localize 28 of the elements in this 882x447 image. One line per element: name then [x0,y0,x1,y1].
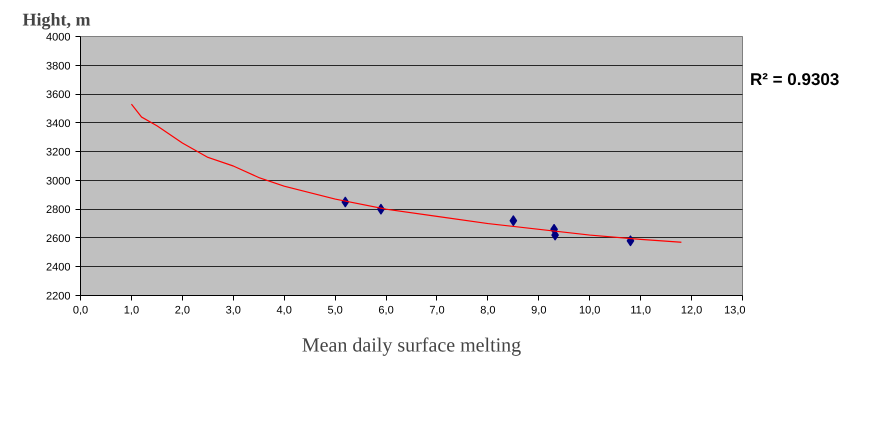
y-tick-label: 2600 [46,232,71,245]
x-tick-label: 6,0 [378,304,394,316]
y-tick-label: 2400 [46,262,71,274]
x-tick-label: 1,0 [124,304,140,316]
y-tick-label: 3800 [46,60,71,72]
y-tick-label: 3200 [46,146,71,159]
x-tick-label: 2,0 [174,304,190,316]
y-tick-label: 3000 [46,175,71,188]
x-tick-label: 13,0 [724,304,746,316]
x-tick-label: 11,0 [630,304,651,316]
x-tick-label: 3,0 [226,304,241,316]
y-axis-title: Hight, m [22,10,91,30]
x-tick-label: 4,0 [276,304,292,316]
y-tick-label: 3600 [46,89,71,102]
x-tick-label: 8,0 [480,304,496,316]
y-tick-label: 4000 [46,32,71,44]
x-tick-label: 10,0 [579,304,600,316]
y-tick-label: 2800 [46,204,71,216]
y-tick-label: 3400 [46,118,71,130]
x-tick-label: 9,0 [531,304,546,316]
line-series [130,104,682,243]
x-tick-label: 0,0 [72,304,88,316]
text: R² = 0.9303 [750,69,840,91]
y-tick-label: 2200 [46,290,71,302]
x-axis-title: Mean daily surface melting [302,334,522,356]
x-tick-label: 7,0 [429,304,445,316]
x-tick-label: 12,0 [680,304,702,316]
x-tick-label: 5,0 [327,304,343,316]
